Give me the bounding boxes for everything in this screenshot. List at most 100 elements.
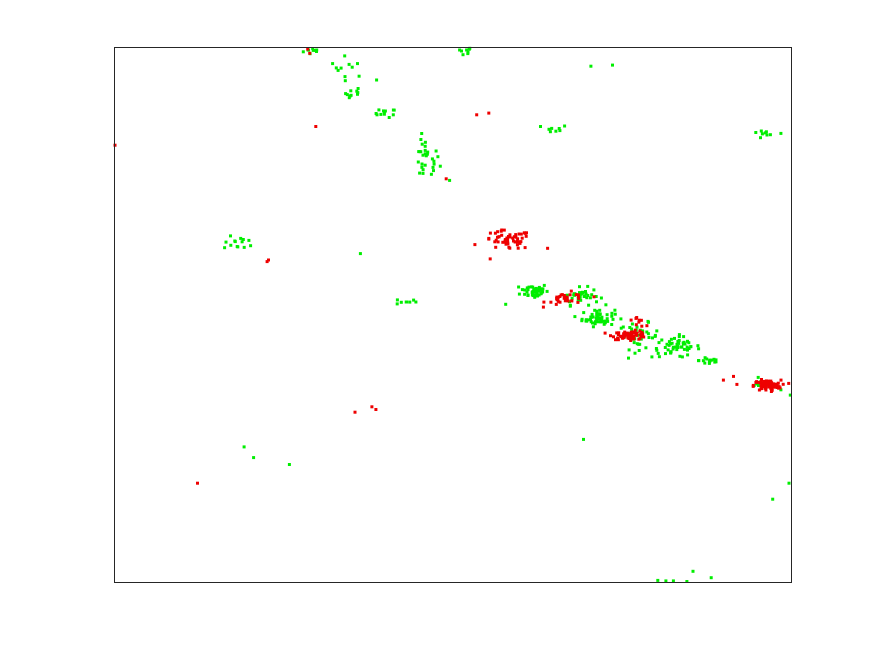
scatter-point-s0-51 <box>550 126 554 130</box>
scatter-point-s1-254 <box>444 177 448 181</box>
scatter-point-s0-37 <box>356 92 359 96</box>
scatter-point-s0-242 <box>603 321 607 325</box>
scatter-point-s0-318 <box>665 342 669 346</box>
scatter-point-s1-17 <box>516 237 520 241</box>
scatter-point-s0-245 <box>597 312 601 316</box>
scatter-point-s1-5 <box>502 228 506 232</box>
scatter-point-s0-81 <box>423 152 427 156</box>
scatter-point-s0-199 <box>573 292 576 296</box>
scatter-point-s0-204 <box>582 311 586 315</box>
scatter-point-s1-143 <box>629 339 633 342</box>
scatter-point-s1-4 <box>516 246 520 250</box>
scatter-point-s0-154 <box>532 287 536 291</box>
scatter-point-s0-251 <box>584 318 588 322</box>
scatter-point-s0-264 <box>647 336 651 339</box>
scatter-point-s0-38 <box>377 108 381 112</box>
scatter-point-s0-115 <box>395 302 399 306</box>
scatter-point-s0-82 <box>421 168 425 172</box>
scatter-point-s0-307 <box>675 348 679 352</box>
scatter-point-s0-39 <box>391 113 395 117</box>
plot-area-frame <box>114 47 792 583</box>
scatter-point-s1-23 <box>513 240 517 244</box>
scatter-point-s1-54 <box>508 235 512 239</box>
scatter-point-s0-353 <box>712 357 716 361</box>
scatter-point-s0-246 <box>589 320 593 324</box>
scatter-point-s0-46 <box>375 113 379 117</box>
scatter-point-s0-138 <box>537 287 541 291</box>
scatter-point-s0-83 <box>421 171 425 175</box>
scatter-point-s0-156 <box>526 288 530 292</box>
scatter-point-s0-52 <box>547 127 551 131</box>
scatter-point-s0-351 <box>667 343 671 347</box>
scatter-point-s0-85 <box>432 162 436 166</box>
scatter-point-s0-94 <box>419 138 423 141</box>
scatter-point-s0-31 <box>345 93 349 97</box>
scatter-point-s0-367 <box>756 375 760 379</box>
scatter-point-s1-16 <box>500 233 504 237</box>
scatter-point-s1-155 <box>637 318 641 322</box>
scatter-point-s0-325 <box>677 341 681 345</box>
scatter-point-s0-173 <box>578 291 581 295</box>
scatter-point-s0-308 <box>677 333 681 337</box>
scatter-point-s0-352 <box>676 346 680 349</box>
scatter-point-s1-256 <box>732 374 735 378</box>
scatter-point-s1-122 <box>614 338 617 342</box>
scatter-point-s0-12 <box>466 52 470 56</box>
scatter-point-s1-225 <box>761 383 765 387</box>
scatter-point-s0-209 <box>611 317 615 321</box>
scatter-point-s0-75 <box>423 163 427 167</box>
scatter-point-s1-29 <box>488 231 492 235</box>
scatter-point-s1-258 <box>546 246 550 250</box>
scatter-point-s0-302 <box>654 347 658 350</box>
scatter-point-s1-34 <box>511 236 515 240</box>
scatter-point-s0-335 <box>663 346 667 349</box>
scatter-point-s0-57 <box>557 127 561 130</box>
scatter-point-s1-227 <box>770 384 773 388</box>
scatter-point-s0-300 <box>685 345 689 349</box>
scatter-point-s1-224 <box>761 381 765 385</box>
scatter-point-s0-32 <box>349 89 353 93</box>
scatter-point-s0-58 <box>754 131 758 134</box>
scatter-point-s0-134 <box>537 293 541 297</box>
scatter-point-s1-82 <box>566 299 570 303</box>
scatter-point-s0-394 <box>336 68 340 72</box>
scatter-point-s0-338 <box>683 342 687 346</box>
scatter-point-s1-245 <box>314 125 318 128</box>
scatter-point-s0-201 <box>590 293 594 297</box>
scatter-point-s1-8 <box>494 238 498 242</box>
scatter-point-s0-87 <box>426 150 430 154</box>
scatter-point-s1-248 <box>265 260 269 264</box>
scatter-point-s0-161 <box>536 294 539 298</box>
scatter-point-s0-109 <box>233 240 237 244</box>
scatter-point-s1-239 <box>777 385 781 389</box>
scatter-point-s0-350 <box>671 345 675 349</box>
scatter-point-s0-160 <box>520 288 524 292</box>
scatter-point-s1-127 <box>616 338 620 342</box>
scatter-point-s0-73 <box>425 152 429 156</box>
scatter-point-s0-339 <box>655 348 659 352</box>
scatter-point-s0-189 <box>568 304 572 308</box>
scatter-point-s1-94 <box>615 331 619 335</box>
scatter-point-s0-158 <box>523 292 527 296</box>
scatter-point-s1-18 <box>519 232 523 236</box>
scatter-point-s0-100 <box>240 240 244 244</box>
scatter-point-s0-78 <box>420 142 424 146</box>
scatter-point-s1-66 <box>563 299 567 303</box>
scatter-point-s0-126 <box>542 283 546 287</box>
scatter-point-s0-326 <box>673 336 676 340</box>
scatter-point-s0-4 <box>315 48 319 52</box>
scatter-point-s0-55 <box>563 124 567 128</box>
scatter-point-s0-341 <box>671 347 675 351</box>
scatter-point-s0-375 <box>589 64 593 68</box>
scatter-point-s0-324 <box>667 340 671 344</box>
scatter-point-s1-93 <box>638 329 642 333</box>
scatter-point-s0-89 <box>423 140 427 144</box>
scatter-point-s0-149 <box>534 288 537 292</box>
scatter-point-s0-221 <box>610 323 614 326</box>
scatter-point-s0-329 <box>650 355 654 359</box>
scatter-point-s1-85 <box>570 299 574 303</box>
scatter-point-s1-222 <box>756 380 760 384</box>
scatter-point-s1-41 <box>508 233 512 237</box>
scatter-point-s1-90 <box>603 331 607 335</box>
